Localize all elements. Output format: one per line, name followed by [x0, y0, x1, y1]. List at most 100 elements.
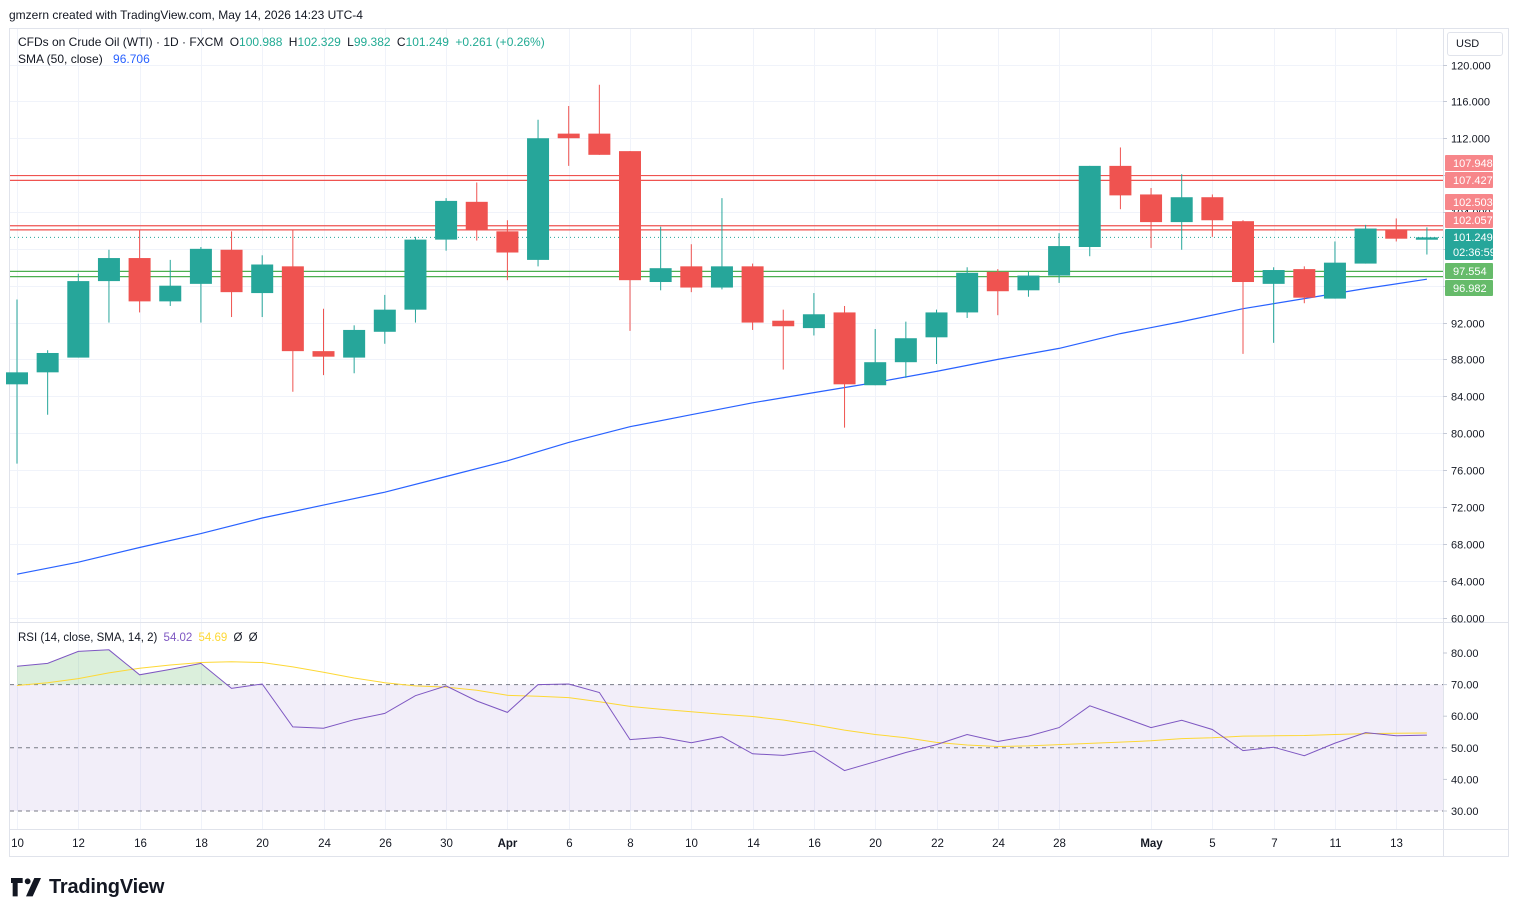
price-tick-label: 72.000	[1451, 503, 1485, 515]
rsi-value: 54.02	[163, 632, 193, 644]
candle-body	[956, 272, 979, 313]
price-labels-layer: 107.948 107.427 102.503 102.057 101.249 02:36…	[1445, 155, 1496, 296]
close-value: 101.249	[405, 35, 449, 49]
candle-body	[557, 133, 580, 139]
level-label-text: 102.057	[1453, 215, 1493, 227]
low-value: 99.382	[353, 35, 391, 49]
price-tick-label: 64.000	[1451, 577, 1485, 589]
time-tick-label: 24	[318, 838, 331, 850]
candle	[128, 229, 151, 313]
symbol-legend[interactable]: CFDs on Crude Oil (WTI) · 1D · FXCM O100…	[18, 35, 548, 49]
time-tick-label: 12	[72, 838, 85, 850]
level-label: 107.948	[1445, 155, 1493, 171]
candle-body	[404, 239, 427, 310]
candle	[404, 236, 427, 323]
rsi-background	[10, 684, 1443, 812]
time-tick-label: 26	[379, 838, 392, 850]
price-tick-label: 76.000	[1451, 466, 1485, 478]
candle-body	[159, 285, 182, 302]
candle	[1262, 267, 1285, 343]
candle-body	[772, 320, 795, 327]
rsi-tick-label: 30.00	[1451, 806, 1479, 818]
rsi-line	[16, 649, 1427, 772]
rsi-legend[interactable]: RSI (14, close, SMA, 14, 2) 54.02 54.69 …	[18, 632, 261, 644]
candle	[465, 182, 488, 241]
currency-selector[interactable]: USD	[1447, 32, 1503, 56]
candle	[220, 231, 243, 318]
candle	[772, 309, 795, 370]
low-label: L	[347, 35, 354, 49]
candle-body	[1201, 197, 1224, 221]
open-value: 100.988	[239, 35, 283, 49]
candle	[833, 305, 856, 428]
candle-body	[680, 266, 703, 288]
tradingview-logo[interactable]: TradingView	[11, 876, 164, 899]
level-label: 97.554	[1445, 263, 1493, 279]
candle	[189, 246, 212, 323]
candle-body	[36, 352, 59, 373]
time-tick-label: 7	[1271, 838, 1277, 850]
chart-caption: gmzern created with TradingView.com, May…	[9, 8, 363, 22]
candle-body	[1323, 262, 1346, 299]
candle	[373, 294, 396, 344]
price-tick-label: 92.000	[1451, 319, 1485, 331]
last-price-label-countdown: 02:36:59	[1453, 247, 1496, 259]
candle-body	[1232, 221, 1254, 283]
tradingview-logo-icon	[11, 877, 41, 896]
candle	[925, 309, 948, 365]
level-label-text: 107.948	[1453, 158, 1493, 170]
candle-body	[1385, 229, 1408, 239]
level-label-text: 102.503	[1453, 197, 1493, 209]
level-label-bg	[1445, 263, 1493, 279]
candle	[312, 308, 335, 376]
rsi-tick-label: 80.00	[1451, 648, 1479, 660]
candle	[6, 299, 28, 464]
sma-legend[interactable]: SMA (50, close) 96.706	[18, 52, 153, 66]
time-tick-label: 14	[747, 838, 760, 850]
candle	[956, 267, 979, 318]
candle-body	[312, 351, 335, 357]
candle-body	[220, 249, 243, 293]
candle-body	[833, 312, 856, 385]
candle	[159, 259, 182, 306]
candle-body	[281, 266, 304, 352]
chart-frame	[9, 28, 1509, 857]
candle-body	[128, 258, 151, 302]
level-label-bg	[1445, 194, 1493, 210]
candles-layer	[6, 84, 1438, 464]
time-tick-label: 8	[627, 838, 633, 850]
candle-body	[1293, 269, 1316, 298]
candle	[527, 119, 550, 267]
candle	[986, 269, 1009, 316]
candle-body	[986, 271, 1009, 292]
level-label-text: 107.427	[1453, 175, 1493, 187]
candle	[1354, 224, 1377, 264]
time-tick-label: 20	[256, 838, 269, 850]
candle	[1201, 194, 1224, 237]
candle-body	[343, 329, 366, 358]
time-tick-label: 16	[808, 838, 821, 850]
rsi-overbought-fill	[17, 649, 227, 685]
candle	[1323, 241, 1346, 299]
candle-body	[6, 372, 28, 385]
candle-body	[465, 201, 488, 231]
candle-body	[373, 309, 396, 332]
candle	[1109, 147, 1132, 210]
candle	[1415, 227, 1438, 255]
grid-lines	[10, 29, 1443, 829]
candle	[281, 230, 304, 392]
candle-body	[864, 362, 887, 386]
sma-line-layer	[16, 278, 1427, 575]
candle-body	[619, 151, 641, 281]
level-label: 102.503	[1445, 194, 1493, 210]
candle	[1385, 218, 1408, 242]
candle-body	[1354, 228, 1377, 264]
open-label: O	[229, 35, 240, 49]
rsi-layer	[16, 649, 1427, 772]
candle	[619, 151, 641, 331]
tradingview-logo-text: TradingView	[49, 876, 165, 898]
price-tick-label: 88.000	[1451, 355, 1485, 367]
price-tick-label: 80.000	[1451, 429, 1485, 441]
rsi-tick-label: 60.00	[1451, 711, 1479, 723]
